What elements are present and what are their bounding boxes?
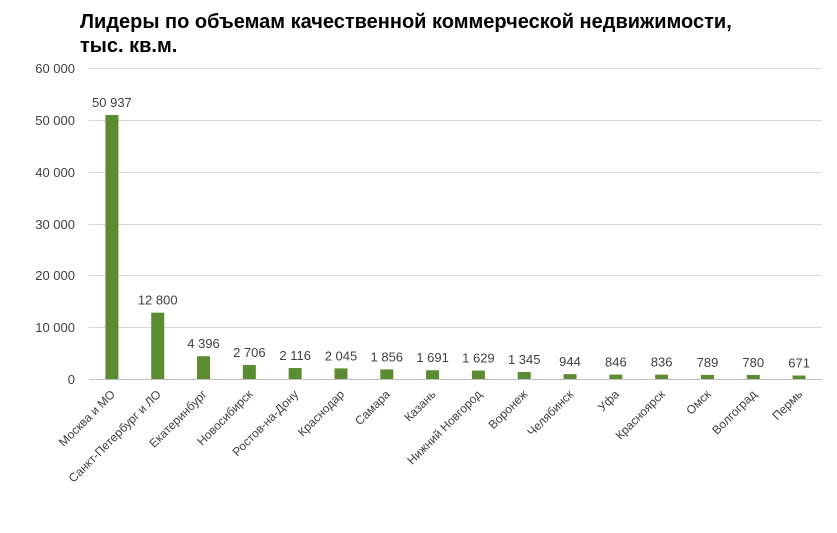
y-tick-label: 60 000 [35,61,75,76]
bar [563,374,577,379]
bar [517,372,531,379]
bar [288,368,302,379]
category-label: Уфа [595,387,622,414]
category-label: Красноярск [613,387,669,443]
bar [609,374,623,379]
chart-title-line-1: Лидеры по объемам качественной коммерчес… [80,11,732,33]
data-label: 1 629 [462,351,495,366]
bar [334,368,348,379]
category-label: Краснодар [295,387,347,439]
data-label: 2 116 [279,348,311,363]
data-label: 836 [651,355,673,370]
y-tick-label: 40 000 [35,165,75,180]
data-label: 789 [697,355,719,370]
data-label: 4 396 [187,336,220,351]
chart-title-line-2: тыс. кв.м. [80,35,178,57]
category-label: Казань [402,387,439,424]
bar [380,369,394,379]
category-label: Воронеж [486,387,531,432]
grid-lines [89,68,822,380]
data-label: 780 [742,355,764,370]
data-label: 1 345 [508,352,541,367]
bar [700,374,714,379]
bar [655,374,669,379]
bar [242,364,256,379]
data-label: 671 [788,356,810,371]
data-label: 2 706 [233,345,266,360]
bars [105,114,806,379]
data-label: 846 [605,355,627,370]
y-tick-label: 50 000 [35,113,75,128]
chart-title: Лидеры по объемам качественной коммерчес… [80,10,820,58]
category-label: Волгоград [709,387,759,437]
category-label: Самара [352,387,393,428]
category-label: Омск [683,387,714,418]
bar [746,374,760,379]
category-label: Санкт-Петербург и ЛО [66,387,164,485]
data-label: 944 [559,354,581,369]
data-label: 1 691 [416,350,449,365]
bar [792,375,806,379]
data-label: 12 800 [138,293,178,308]
category-label: Челябинск [524,387,576,439]
y-tick-label: 20 000 [35,268,75,283]
bar [197,356,211,379]
data-labels: 50 937 12 800 4 396 2 706 2 116 2 045 1 856 1 6… [92,95,810,371]
bar [471,370,485,379]
y-tick-label: 0 [68,372,75,387]
bar [105,114,119,379]
data-label: 1 856 [371,349,404,364]
y-tick-label: 30 000 [35,217,75,232]
bar [151,312,165,379]
data-label: 50 937 [92,95,132,110]
y-axis-tick-labels: 0 10 000 20 000 30 000 40 000 50 000 60 000 [35,61,75,387]
data-label: 2 045 [325,348,358,363]
bar [426,370,440,379]
category-label: Пермь [770,387,806,423]
y-tick-label: 10 000 [35,320,75,335]
